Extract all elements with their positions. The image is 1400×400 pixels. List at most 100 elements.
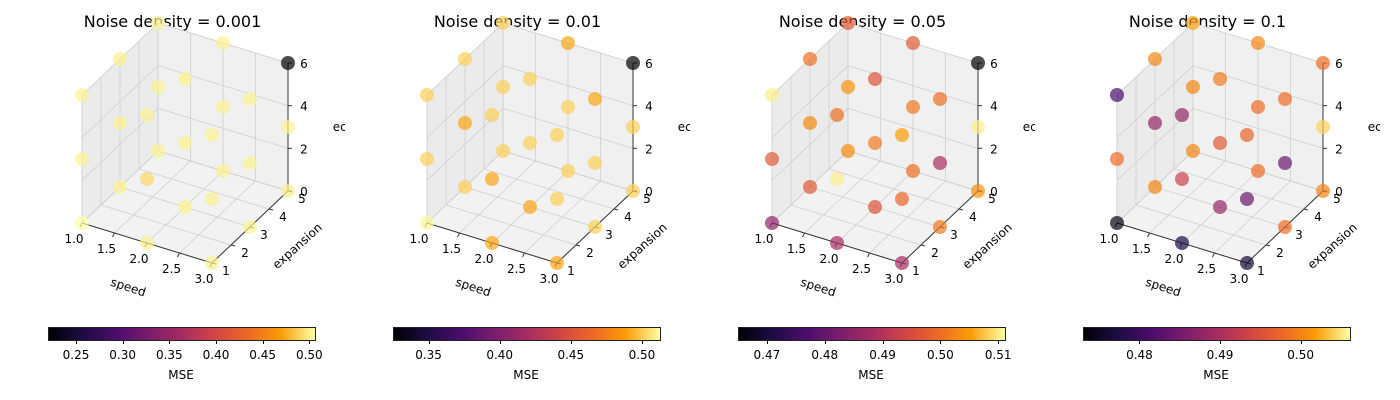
- data-point: [830, 236, 844, 250]
- colorbar-gradient: [1083, 327, 1351, 341]
- x-tick-label: 2.5: [852, 262, 871, 276]
- y-tick-label: 3: [950, 228, 958, 242]
- data-point: [75, 152, 89, 166]
- data-point: [588, 92, 602, 106]
- colorbar-tick-label: 0.50: [1287, 348, 1314, 362]
- x-tick-label: 2.0: [129, 252, 148, 266]
- gridline: [790, 204, 922, 246]
- data-point: [895, 256, 909, 270]
- data-point: [523, 72, 537, 86]
- gridline: [1192, 65, 1324, 107]
- data-point: [113, 52, 127, 66]
- colorbar-tick: [882, 340, 884, 344]
- x-tick-label: 3.0: [539, 272, 558, 286]
- colorbar-tick-label: 0.25: [62, 348, 90, 362]
- data-point: [1148, 52, 1162, 66]
- x-axis-label: speed: [109, 275, 148, 300]
- x-tick-label: 3.0: [194, 272, 213, 286]
- data-point: [1251, 36, 1265, 50]
- y-tick: [958, 208, 964, 211]
- z-tick-label: 0: [645, 185, 653, 199]
- y-tick: [268, 208, 274, 211]
- data-point: [178, 136, 192, 150]
- data-point: [1186, 80, 1200, 94]
- subplot-1: Noise density = 0.001 1.0 1.5 2.0 2.5 3.0 1 2 3…: [0, 0, 345, 400]
- gridline: [138, 168, 270, 210]
- data-point: [626, 120, 640, 134]
- colorbar-tick: [499, 340, 501, 344]
- x-tick-label: 2.5: [162, 262, 181, 276]
- data-point: [113, 116, 127, 130]
- x-tick-label: 1.0: [754, 232, 773, 246]
- data-point: [458, 180, 472, 194]
- data-point: [895, 128, 909, 142]
- data-point: [1186, 16, 1200, 30]
- colorbar-gradient: [48, 327, 316, 341]
- data-point: [523, 200, 537, 214]
- x-tick: [112, 232, 115, 238]
- data-point: [971, 184, 985, 198]
- data-point: [458, 116, 472, 130]
- data-point: [588, 156, 602, 170]
- x-tick-label: 1.0: [409, 232, 428, 246]
- data-point: [933, 92, 947, 106]
- data-point: [561, 100, 575, 114]
- colorbar-tick: [428, 340, 430, 344]
- y-axis-label: expansion: [615, 220, 670, 271]
- colorbar-tick-label: 0.35: [155, 348, 183, 362]
- data-point: [868, 72, 882, 86]
- scatter3d-plot: 1.01.52.02.53.0123450246speedexpansionec…: [409, 16, 690, 299]
- data-point: [906, 36, 920, 50]
- colorbar-tick: [1300, 340, 1302, 344]
- y-tick-label: 4: [279, 210, 287, 224]
- colorbar-label: MSE: [858, 368, 884, 382]
- data-point: [1251, 164, 1265, 178]
- x-tick-label: 2.5: [507, 262, 526, 276]
- y-tick-label: 2: [931, 246, 939, 260]
- z-tick-label: 4: [645, 100, 653, 114]
- z-tick-label: 0: [300, 185, 308, 199]
- y-tick-label: 5: [643, 192, 651, 206]
- data-point: [1240, 192, 1254, 206]
- data-point: [830, 108, 844, 122]
- z-tick-label: 2: [300, 142, 308, 156]
- data-point: [1251, 100, 1265, 114]
- data-point: [216, 36, 230, 50]
- data-point: [243, 92, 257, 106]
- data-point: [971, 120, 985, 134]
- subplot-3: Noise density = 0.05 1.0 1.5 2.0 2.5 3.0 1 2 3 4…: [690, 0, 1035, 400]
- x-tick-label: 1.5: [442, 242, 461, 256]
- data-point: [1110, 152, 1124, 166]
- subplot-title: Noise density = 0.01: [433, 12, 602, 31]
- data-point: [216, 164, 230, 178]
- data-point: [550, 256, 564, 270]
- y-tick-label: 4: [1314, 210, 1322, 224]
- colorbar-tick: [1220, 340, 1222, 344]
- colorbar-tick-label: 0.49: [869, 348, 896, 362]
- data-point: [1213, 200, 1227, 214]
- data-point: [765, 88, 779, 102]
- data-point: [803, 52, 817, 66]
- data-point: [151, 144, 165, 158]
- data-point: [1175, 172, 1189, 186]
- y-tick-label: 5: [298, 192, 306, 206]
- y-tick: [1303, 208, 1309, 211]
- z-tick-label: 6: [1335, 57, 1343, 71]
- gridline: [847, 107, 979, 149]
- gridline: [157, 65, 289, 107]
- data-point: [765, 152, 779, 166]
- x-tick-label: 1.5: [97, 242, 116, 256]
- z-tick-label: 4: [1335, 100, 1343, 114]
- data-point: [75, 216, 89, 230]
- colorbar-tick: [262, 340, 264, 344]
- data-point: [895, 192, 909, 206]
- data-point: [906, 100, 920, 114]
- y-tick-label: 4: [624, 210, 632, 224]
- colorbar-tick-label: 0.30: [109, 348, 137, 362]
- data-point: [933, 220, 947, 234]
- data-point: [140, 108, 154, 122]
- y-tick-label: 3: [605, 228, 613, 242]
- scatter3d-plot: 1.01.52.02.53.0123450246speedexpansionec…: [64, 16, 345, 300]
- scatter3d-plot: 1.01.52.02.53.0123450246speedexpansionec…: [1099, 16, 1380, 299]
- y-tick-label: 2: [241, 246, 249, 260]
